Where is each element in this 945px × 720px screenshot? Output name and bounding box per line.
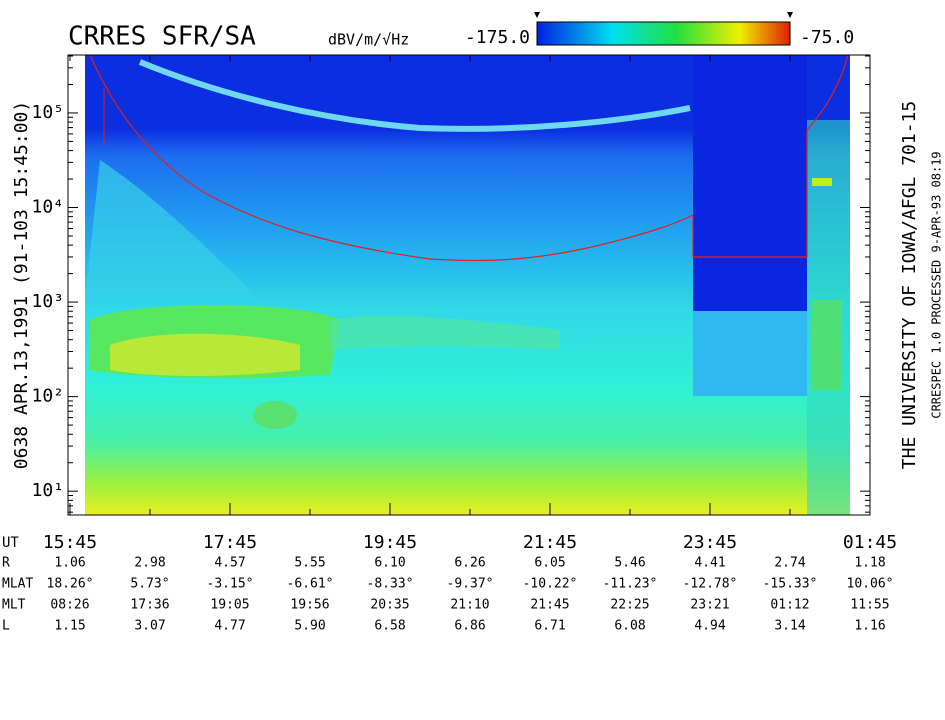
table-cell: 22:25 xyxy=(610,598,649,613)
colorbar-tick xyxy=(534,12,540,18)
table-cell: 21:10 xyxy=(450,598,489,613)
left-label: 0638 APR.13,1991 (91-103 15:45:00) xyxy=(11,101,32,469)
row-label: UT xyxy=(2,535,19,551)
table-cell: 18.26° xyxy=(47,577,94,592)
table-cell: 4.77 xyxy=(214,619,245,634)
table-cell: -8.33° xyxy=(367,577,414,592)
colorbar-tick-label: -75.0 xyxy=(800,27,854,48)
table-cell: 4.94 xyxy=(694,619,725,634)
table-cell: 19:56 xyxy=(290,598,329,613)
table-cell: -12.78° xyxy=(683,577,738,592)
table-cell: -9.37° xyxy=(447,577,494,592)
table-cell: 20:35 xyxy=(370,598,409,613)
row-label: MLAT xyxy=(2,577,33,592)
table-cell: 11:55 xyxy=(850,598,889,613)
x-tick-label: 01:45 xyxy=(843,532,897,553)
table-cell: 08:26 xyxy=(50,598,89,613)
table-cell: 23:21 xyxy=(690,598,729,613)
table-cell: 6.86 xyxy=(454,619,485,634)
table-cell: 1.16 xyxy=(854,619,885,634)
table-cell: 4.57 xyxy=(214,556,245,571)
table-cell: 6.08 xyxy=(614,619,645,634)
chart-title: CRRES SFR/SA xyxy=(68,22,256,52)
table-cell: 5.90 xyxy=(294,619,325,634)
table-cell: 3.14 xyxy=(774,619,805,634)
right-sublabel: CRRESPEC 1.0 PROCESSED 9-APR-93 08:19 xyxy=(930,151,944,418)
y-tick-label: 10⁴ xyxy=(31,197,64,218)
table-cell: 1.06 xyxy=(54,556,85,571)
table-cell: -10.22° xyxy=(523,577,578,592)
table-cell: 1.18 xyxy=(854,556,885,571)
colorbar-tick xyxy=(787,12,793,18)
table-cell: 2.74 xyxy=(774,556,805,571)
table-cell: 3.07 xyxy=(134,619,165,634)
table-cell: 2.98 xyxy=(134,556,165,571)
table-cell: 6.58 xyxy=(374,619,405,634)
x-tick-label: 21:45 xyxy=(523,532,577,553)
table-cell: -6.61° xyxy=(287,577,334,592)
colorbar xyxy=(536,21,791,46)
colorbar-tick-label: -175.0 xyxy=(465,27,530,48)
spectrogram-image xyxy=(85,54,850,515)
y-tick-label: 10¹ xyxy=(31,480,64,501)
x-tick-label: 15:45 xyxy=(43,532,97,553)
table-cell: 5.73° xyxy=(130,577,169,592)
table-cell: -15.33° xyxy=(763,577,818,592)
x-tick-label: 19:45 xyxy=(363,532,417,553)
right-label: THE UNIVERSITY OF IOWA/AFGL 701-15 xyxy=(899,101,920,469)
table-cell: 6.26 xyxy=(454,556,485,571)
row-label: MLT xyxy=(2,598,26,613)
table-cell: 19:05 xyxy=(210,598,249,613)
x-tick-label: 17:45 xyxy=(203,532,257,553)
table-cell: 17:36 xyxy=(130,598,169,613)
plot-frame xyxy=(67,54,871,516)
table-cell: 5.46 xyxy=(614,556,645,571)
table-cell: 6.10 xyxy=(374,556,405,571)
y-tick-label: 10² xyxy=(31,386,64,407)
table-cell: -11.23° xyxy=(603,577,658,592)
table-cell: 5.55 xyxy=(294,556,325,571)
table-cell: 1.15 xyxy=(54,619,85,634)
table-cell: 4.41 xyxy=(694,556,725,571)
table-cell: -3.15° xyxy=(207,577,254,592)
y-tick-label: 10⁵ xyxy=(31,102,64,123)
y-tick-label: 10³ xyxy=(31,291,64,312)
row-label: L xyxy=(2,619,10,634)
colorbar-label: dBV/m/√Hz xyxy=(328,31,409,49)
row-label: R xyxy=(2,556,10,571)
table-cell: 6.71 xyxy=(534,619,565,634)
table-cell: 6.05 xyxy=(534,556,565,571)
x-tick-label: 23:45 xyxy=(683,532,737,553)
table-cell: 10.06° xyxy=(847,577,894,592)
table-cell: 21:45 xyxy=(530,598,569,613)
table-cell: 01:12 xyxy=(770,598,809,613)
